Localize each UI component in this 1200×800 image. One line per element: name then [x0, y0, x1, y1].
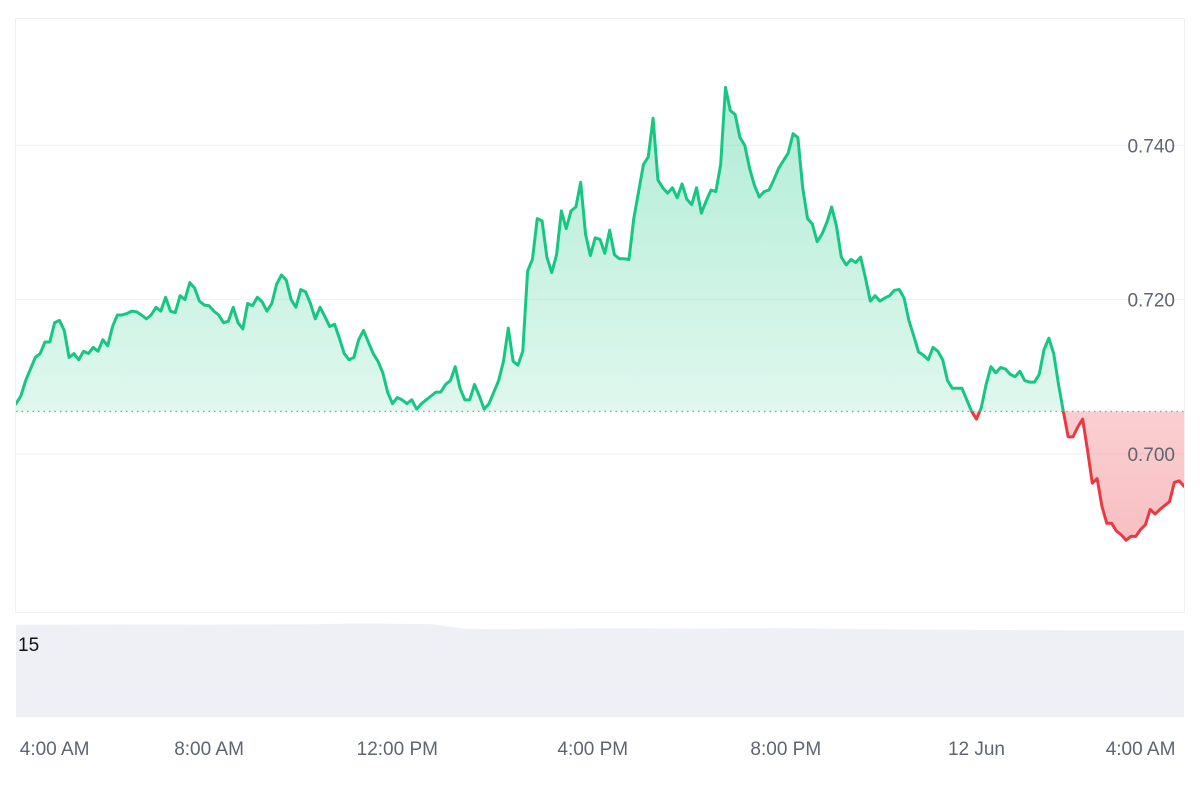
volume-area [16, 623, 1184, 717]
x-tick-label: 12:00 PM [357, 739, 438, 760]
x-tick-label: 8:00 AM [174, 739, 244, 760]
price-line-up[interactable] [16, 85, 1200, 540]
price-line[interactable] [16, 85, 1200, 542]
plot-frame [15, 18, 1185, 613]
area-fill-above-baseline [16, 87, 1064, 412]
x-axis-labels: 4:00 AM 8:00 AM 12:00 PM 4:00 PM 8:00 PM 12 J… [20, 739, 1176, 760]
x-tick-label: 4:00 PM [557, 739, 628, 760]
price-line-down[interactable] [16, 87, 1200, 542]
y-tick-label: 0.740 [1127, 136, 1175, 157]
y-axis-labels: 0.740 0.720 0.700 [1127, 136, 1175, 466]
y-tick-label: 0.700 [1127, 445, 1175, 466]
x-tick-label: 4:00 AM [20, 739, 90, 760]
y-tick-label: 0.720 [1127, 291, 1175, 312]
x-tick-label: 4:00 AM [1106, 739, 1176, 760]
x-tick-label: 12 Jun [948, 739, 1005, 760]
x-tick-label: 8:00 PM [750, 739, 821, 760]
volume-scale-label: 15 [18, 635, 39, 656]
volume-panel [16, 623, 1184, 717]
price-area-fill [16, 87, 1184, 541]
